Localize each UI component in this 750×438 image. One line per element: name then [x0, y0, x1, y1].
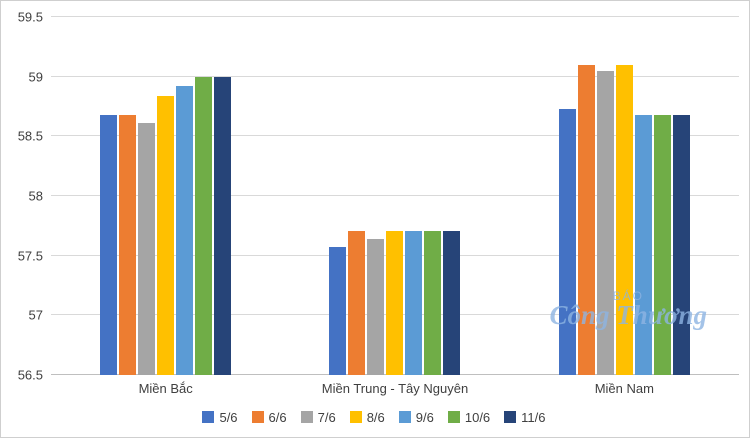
- legend-item-6/6: 6/6: [251, 409, 287, 425]
- chart-body: 56.5 57 57.5 58 58.5 59 59.5: [9, 11, 739, 382]
- y-tick-label: 58.5: [17, 128, 43, 144]
- x-axis: Miền Bắc Miền Trung - Tây Nguyên Miền Nam: [51, 375, 739, 401]
- bar-6/6: [577, 64, 595, 375]
- legend-label: 8/6: [366, 409, 385, 425]
- legend-item-7/6: 7/6: [300, 409, 336, 425]
- legend-label: 10/6: [464, 409, 491, 425]
- legend-swatch: [398, 411, 411, 423]
- legend-swatch: [349, 411, 362, 423]
- bar-8/6: [615, 64, 633, 375]
- bar-7/6: [367, 238, 385, 375]
- bar-9/6: [405, 230, 423, 375]
- legend-item-10/6: 10/6: [447, 409, 491, 425]
- legend-swatch: [447, 411, 460, 423]
- legend-swatch: [300, 411, 313, 423]
- bar-11/6: [443, 230, 461, 375]
- bar-11/6: [214, 76, 232, 375]
- x-category-label: Miền Trung - Tây Nguyên: [321, 381, 469, 396]
- bar-group-1: [51, 17, 280, 375]
- y-tick-label: 59: [28, 69, 43, 85]
- legend-item-8/6: 8/6: [349, 409, 385, 425]
- plot-area: [51, 16, 739, 375]
- y-tick-label: 57.5: [17, 248, 43, 264]
- bar-group-2: [280, 17, 509, 375]
- bar-10/6: [195, 76, 213, 375]
- y-tick-label: 58: [28, 188, 43, 204]
- bar-10/6: [653, 114, 671, 375]
- gridline: [51, 16, 739, 17]
- bar-5/6: [558, 108, 576, 375]
- bar-7/6: [138, 123, 156, 375]
- x-category-label: Miền Bắc: [138, 381, 193, 396]
- bar-6/6: [119, 114, 137, 375]
- y-tick-label: 59.5: [17, 9, 43, 25]
- x-category-label: Miền Nam: [594, 381, 654, 396]
- legend-item-11/6: 11/6: [504, 409, 546, 425]
- bar-10/6: [424, 230, 442, 375]
- bar-7/6: [596, 70, 614, 375]
- bar-8/6: [157, 95, 175, 375]
- bar-groups: [51, 17, 739, 375]
- legend-label: 11/6: [521, 409, 546, 425]
- legend-swatch: [251, 411, 264, 423]
- bar-11/6: [672, 114, 690, 375]
- gridline: [51, 195, 739, 196]
- legend-item-9/6: 9/6: [398, 409, 434, 425]
- legend-swatch: [504, 411, 517, 423]
- y-tick-label: 56.5: [17, 367, 43, 383]
- y-axis: 56.5 57 57.5 58 58.5 59 59.5: [9, 11, 51, 382]
- gridline: [51, 135, 739, 137]
- legend-item-5/6: 5/6: [202, 409, 238, 425]
- legend-label: 9/6: [415, 409, 434, 425]
- bar-9/6: [634, 114, 652, 375]
- bar-6/6: [348, 230, 366, 375]
- y-tick-label: 57: [28, 307, 43, 323]
- legend-label: 7/6: [317, 409, 336, 425]
- bar-9/6: [176, 86, 194, 375]
- legend-label: 6/6: [268, 409, 287, 425]
- legend-swatch: [202, 411, 215, 423]
- legend: 5/6 6/6 7/6 8/6 9/6 10/6 11/6: [9, 401, 739, 433]
- bar-5/6: [329, 247, 347, 375]
- bar-group-3: [510, 17, 739, 375]
- gridline: [51, 75, 739, 77]
- bar-8/6: [386, 230, 404, 375]
- legend-label: 5/6: [219, 409, 238, 425]
- bar-5/6: [100, 114, 118, 375]
